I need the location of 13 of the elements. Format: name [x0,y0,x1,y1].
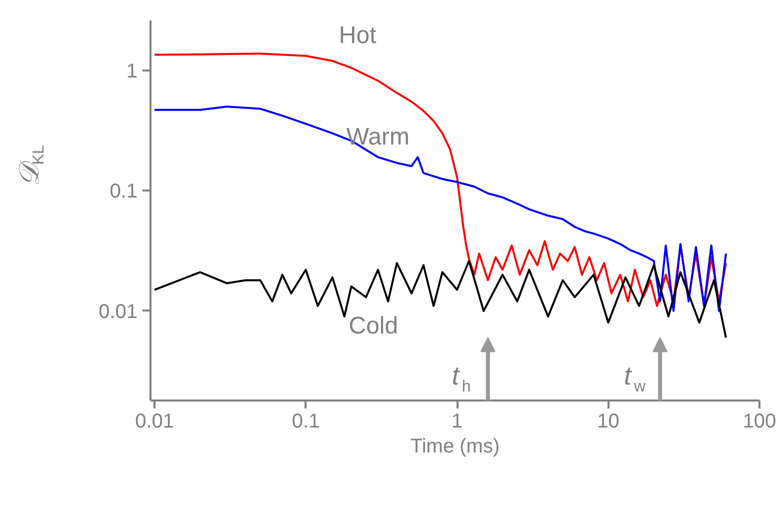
x-tick-label: 0.01 [135,410,174,432]
y-axis-title: 𝒟KL [12,145,48,186]
y-tick-label: 0.1 [110,180,138,203]
series-label: Warm [346,123,410,150]
series-label: Cold [348,312,398,340]
x-tick-label: 100 [742,410,776,432]
series-label: Hot [338,22,377,50]
x-tick-label: 1 [451,410,463,432]
x-tick-label: 10 [597,410,620,432]
x-tick-label: 0.1 [292,410,320,432]
y-tick-label: 1 [126,60,138,82]
x-axis-title: Time (ms) [410,436,500,458]
y-tick-label: 0.01 [98,300,138,323]
